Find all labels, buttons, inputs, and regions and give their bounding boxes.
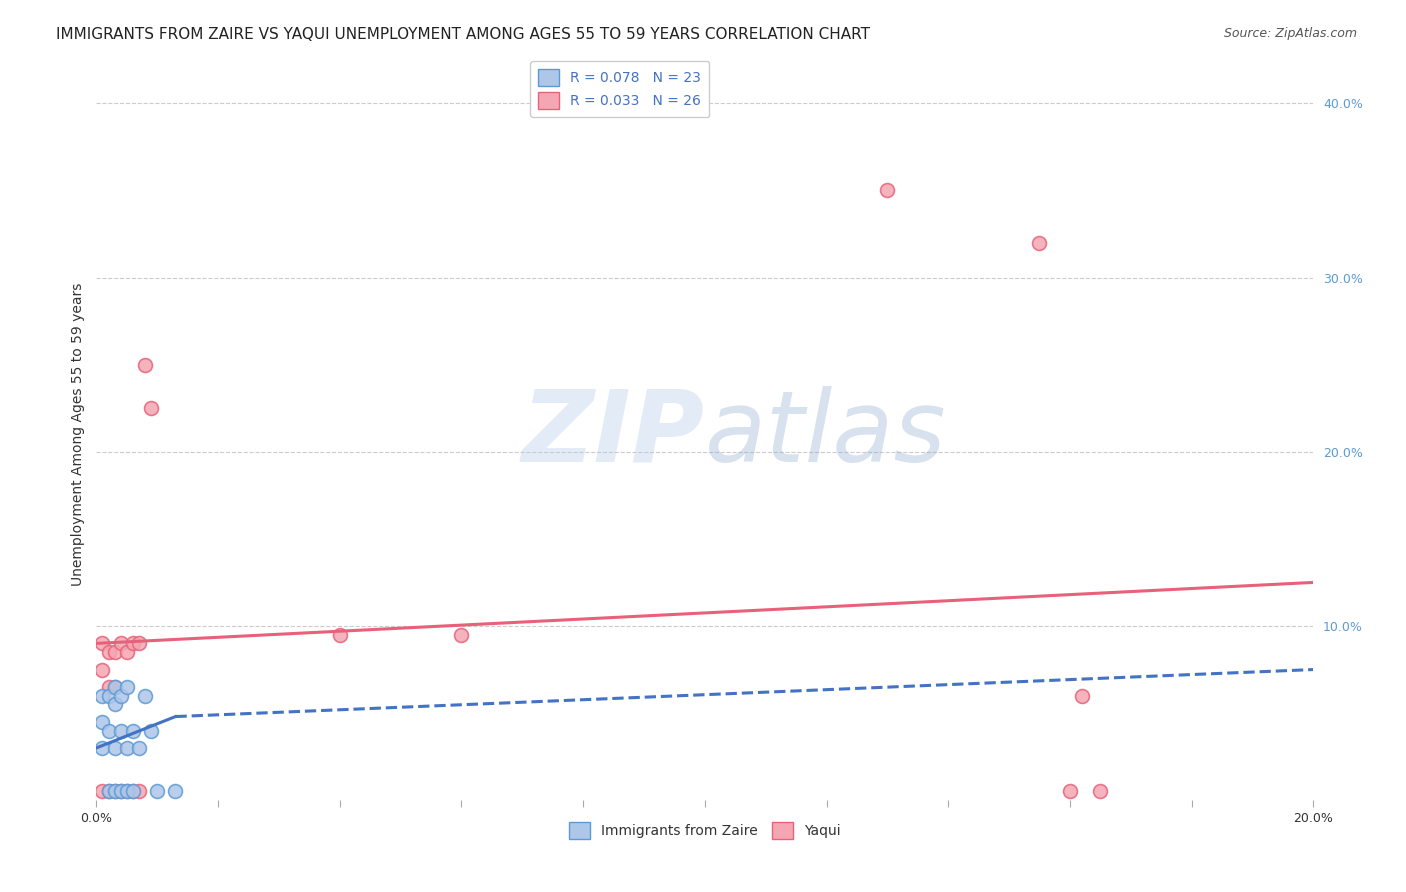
Point <box>115 645 138 659</box>
Point <box>104 740 127 755</box>
Point <box>146 784 169 798</box>
Point <box>104 645 127 659</box>
Point <box>165 784 187 798</box>
Point <box>91 740 114 755</box>
Point <box>91 636 114 650</box>
Point <box>97 784 120 798</box>
Point <box>97 680 120 694</box>
Point <box>104 784 127 798</box>
Point <box>110 636 132 650</box>
Point <box>115 680 138 694</box>
Point <box>134 358 156 372</box>
Point <box>110 784 132 798</box>
Point <box>115 784 138 798</box>
Point <box>134 689 156 703</box>
Point <box>110 784 132 798</box>
Y-axis label: Unemployment Among Ages 55 to 59 years: Unemployment Among Ages 55 to 59 years <box>72 283 86 586</box>
Point <box>104 698 127 712</box>
Point <box>121 636 143 650</box>
Point <box>97 784 120 798</box>
Point <box>97 689 120 703</box>
Point <box>91 689 114 703</box>
Point <box>115 784 138 798</box>
Text: Source: ZipAtlas.com: Source: ZipAtlas.com <box>1223 27 1357 40</box>
Point <box>329 628 352 642</box>
Point <box>121 784 143 798</box>
Point <box>91 784 114 798</box>
Text: IMMIGRANTS FROM ZAIRE VS YAQUI UNEMPLOYMENT AMONG AGES 55 TO 59 YEARS CORRELATIO: IMMIGRANTS FROM ZAIRE VS YAQUI UNEMPLOYM… <box>56 27 870 42</box>
Point <box>121 784 143 798</box>
Point <box>104 680 127 694</box>
Point <box>128 636 150 650</box>
Point <box>876 184 898 198</box>
Point <box>115 740 138 755</box>
Point <box>91 663 114 677</box>
Point <box>110 689 132 703</box>
Point <box>104 680 127 694</box>
Point <box>1059 784 1081 798</box>
Text: atlas: atlas <box>704 386 946 483</box>
Point <box>1090 784 1112 798</box>
Point <box>97 723 120 738</box>
Point <box>110 723 132 738</box>
Text: ZIP: ZIP <box>522 386 704 483</box>
Legend: Immigrants from Zaire, Yaqui: Immigrants from Zaire, Yaqui <box>564 816 846 845</box>
Point <box>128 784 150 798</box>
Point <box>104 784 127 798</box>
Point <box>91 714 114 729</box>
Point <box>139 723 162 738</box>
Point <box>121 723 143 738</box>
Point <box>1028 235 1050 250</box>
Point <box>128 740 150 755</box>
Point <box>1071 689 1094 703</box>
Point <box>139 401 162 416</box>
Point <box>97 645 120 659</box>
Point <box>450 628 472 642</box>
